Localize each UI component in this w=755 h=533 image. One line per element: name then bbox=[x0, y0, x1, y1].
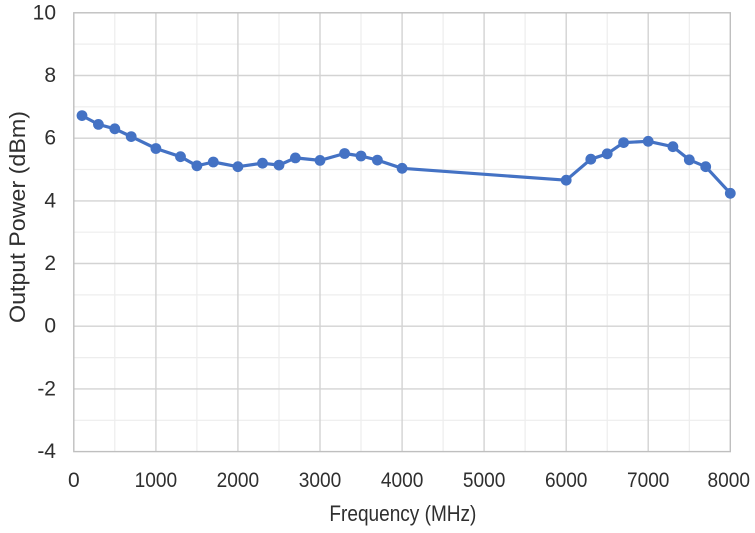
svg-text:6: 6 bbox=[44, 127, 56, 150]
svg-text:0: 0 bbox=[44, 315, 56, 338]
svg-text:2000: 2000 bbox=[217, 469, 260, 492]
svg-text:-4: -4 bbox=[37, 440, 56, 463]
svg-text:-2: -2 bbox=[37, 377, 56, 400]
svg-text:Frequency (MHz): Frequency (MHz) bbox=[329, 501, 476, 526]
svg-text:4: 4 bbox=[44, 189, 56, 212]
svg-text:5000: 5000 bbox=[463, 469, 506, 492]
svg-text:3000: 3000 bbox=[299, 469, 342, 492]
svg-text:8000: 8000 bbox=[708, 469, 751, 492]
svg-text:7000: 7000 bbox=[627, 469, 670, 492]
svg-text:Output Power (dBm): Output Power (dBm) bbox=[5, 111, 30, 323]
svg-text:2: 2 bbox=[44, 252, 56, 275]
svg-text:10: 10 bbox=[33, 1, 56, 24]
svg-text:4000: 4000 bbox=[381, 469, 424, 492]
svg-text:6000: 6000 bbox=[545, 469, 588, 492]
svg-text:1000: 1000 bbox=[135, 469, 178, 492]
svg-text:0: 0 bbox=[68, 469, 80, 492]
svg-text:8: 8 bbox=[44, 64, 56, 87]
